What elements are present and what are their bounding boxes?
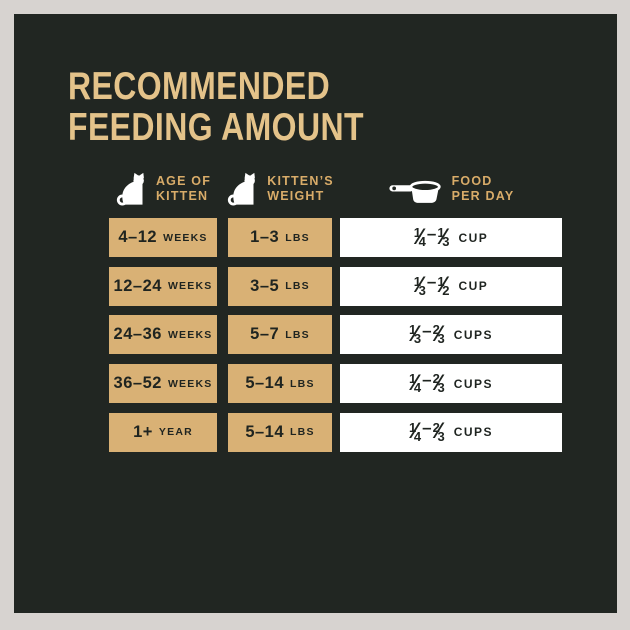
page-title: RECOMMENDED FEEDING AMOUNT (68, 66, 429, 148)
age-value: 1+ (133, 422, 153, 441)
age-unit: WEEKS (167, 280, 213, 293)
food-amount: 1 ⁄ 3 – 2 ⁄ 3 CUPS (408, 320, 494, 348)
range-dash: – (426, 272, 437, 292)
fraction-slash: ⁄ (436, 418, 441, 444)
weight-cell: 3–5 LBS (228, 266, 332, 306)
food-cell: 1 ⁄ 4 – 2 ⁄ 3 CUPS (340, 364, 562, 404)
dark-panel (14, 14, 617, 613)
fraction-slash: ⁄ (413, 320, 417, 346)
fraction-to: 2 ⁄ 3 (432, 418, 445, 444)
table-row: 12–24 WEEKS 3–5 LBS 1 ⁄ 3 – 1 ⁄ 2 CUP (109, 266, 562, 306)
age-cell: 4–12 WEEKS (109, 218, 217, 257)
cat-icon (116, 172, 144, 206)
weight-value: 3–5 (250, 276, 280, 295)
food-cell: 1 ⁄ 4 – 1 ⁄ 3 CUP (340, 218, 562, 257)
fraction-from: 1 ⁄ 3 (408, 320, 422, 347)
food-unit: CUPS (453, 376, 494, 391)
weight-value: 1–3 (250, 228, 280, 246)
fraction-slash: ⁄ (413, 369, 417, 395)
weight-cell: 5–14 LBS (228, 412, 332, 452)
header-food-per-day: FOOD PER DAY (340, 166, 562, 212)
fraction-slash: ⁄ (417, 223, 422, 249)
fraction-slash: ⁄ (413, 418, 417, 444)
fraction-slash: ⁄ (436, 369, 441, 395)
fraction-to: 1 ⁄ 3 (437, 223, 450, 250)
fraction-to: 2 ⁄ 3 (432, 320, 445, 347)
header-label: FOOD PER DAY (452, 174, 515, 204)
age-cell: 24–36 WEEKS (109, 315, 217, 355)
fraction-slash: ⁄ (441, 272, 446, 298)
fraction-to: 1 ⁄ 2 (437, 272, 450, 298)
cat-icon (228, 172, 256, 206)
weight-unit: LBS (285, 231, 310, 244)
header-label: KITTEN’S WEIGHT (267, 174, 334, 204)
age-value: 36–52 (113, 374, 162, 393)
range-dash: – (422, 418, 432, 438)
header-label-line2: PER DAY (451, 189, 515, 203)
header-label: AGE OF KITTEN (156, 174, 211, 204)
age-cell: 1+ YEAR (109, 412, 217, 452)
weight-value: 5–14 (245, 374, 285, 393)
weight-unit: LBS (290, 377, 315, 390)
food-cell: 1 ⁄ 3 – 2 ⁄ 3 CUPS (340, 315, 562, 355)
header-label-line1: AGE OF (155, 174, 212, 188)
age-cell: 36–52 WEEKS (109, 364, 217, 404)
weight-value: 5–7 (250, 325, 280, 344)
food-unit: CUPS (453, 425, 494, 440)
fraction-slash: ⁄ (417, 272, 422, 298)
header-label-line1: KITTEN’S (267, 174, 334, 188)
fraction-from: 1 ⁄ 4 (413, 223, 426, 250)
feeding-table-body: 4–12 WEEKS 1–3 LBS 1 ⁄ 4 – 1 ⁄ 3 CUP 12–24 W… (109, 218, 562, 461)
food-unit: CUPS (453, 327, 494, 342)
age-value: 4–12 (118, 228, 158, 246)
age-unit: WEEKS (167, 377, 213, 390)
food-amount: 1 ⁄ 4 – 2 ⁄ 3 CUPS (408, 369, 494, 397)
header-kittens-weight: KITTEN’S WEIGHT (228, 166, 334, 212)
age-unit: WEEKS (167, 328, 213, 341)
food-cell: 1 ⁄ 4 – 2 ⁄ 3 CUPS (340, 412, 562, 452)
weight-cell: 5–7 LBS (228, 315, 332, 355)
fraction-to: 2 ⁄ 3 (432, 369, 445, 396)
header-age-of-kitten: AGE OF KITTEN (109, 166, 217, 212)
page-title-line2: FEEDING AMOUNT (68, 106, 364, 149)
weight-cell: 1–3 LBS (228, 218, 332, 257)
fraction-slash: ⁄ (441, 223, 446, 249)
header-label-line1: FOOD (451, 174, 493, 188)
page-title-line1: RECOMMENDED (68, 65, 331, 108)
weight-unit: LBS (285, 280, 310, 293)
age-value: 12–24 (113, 276, 162, 295)
header-label-line2: KITTEN (155, 189, 209, 203)
age-value: 24–36 (113, 325, 162, 344)
table-row: 1+ YEAR 5–14 LBS 1 ⁄ 4 – 2 ⁄ 3 CUPS (109, 412, 562, 452)
range-dash: – (426, 223, 437, 243)
age-cell: 12–24 WEEKS (109, 266, 217, 306)
table-header-row: AGE OF KITTEN KITTEN’S WEIGHT (109, 166, 562, 212)
food-unit: CUP (458, 279, 489, 294)
weight-unit: LBS (285, 328, 310, 341)
weight-value: 5–14 (245, 422, 285, 441)
weight-cell: 5–14 LBS (228, 364, 332, 404)
food-unit: CUP (458, 230, 489, 245)
measuring-cup-icon (388, 180, 441, 203)
table-row: 36–52 WEEKS 5–14 LBS 1 ⁄ 4 – 2 ⁄ 3 CUPS (109, 364, 562, 404)
header-label-line2: WEIGHT (267, 189, 325, 203)
age-unit: YEAR (158, 426, 193, 439)
fraction-from: 1 ⁄ 4 (408, 369, 422, 396)
table-row: 4–12 WEEKS 1–3 LBS 1 ⁄ 4 – 1 ⁄ 3 CUP (109, 218, 562, 257)
range-dash: – (422, 369, 432, 389)
food-amount: 1 ⁄ 3 – 1 ⁄ 2 CUP (413, 272, 489, 299)
table-row: 24–36 WEEKS 5–7 LBS 1 ⁄ 3 – 2 ⁄ 3 CUPS (109, 315, 562, 355)
food-cell: 1 ⁄ 3 – 1 ⁄ 2 CUP (340, 266, 562, 306)
range-dash: – (422, 320, 432, 340)
fraction-from: 1 ⁄ 4 (408, 418, 422, 444)
age-unit: WEEKS (163, 231, 208, 244)
fraction-from: 1 ⁄ 3 (413, 272, 426, 298)
food-amount: 1 ⁄ 4 – 2 ⁄ 3 CUPS (408, 418, 494, 445)
fraction-slash: ⁄ (436, 320, 441, 346)
weight-unit: LBS (290, 426, 315, 439)
food-amount: 1 ⁄ 4 – 1 ⁄ 3 CUP (413, 223, 489, 251)
